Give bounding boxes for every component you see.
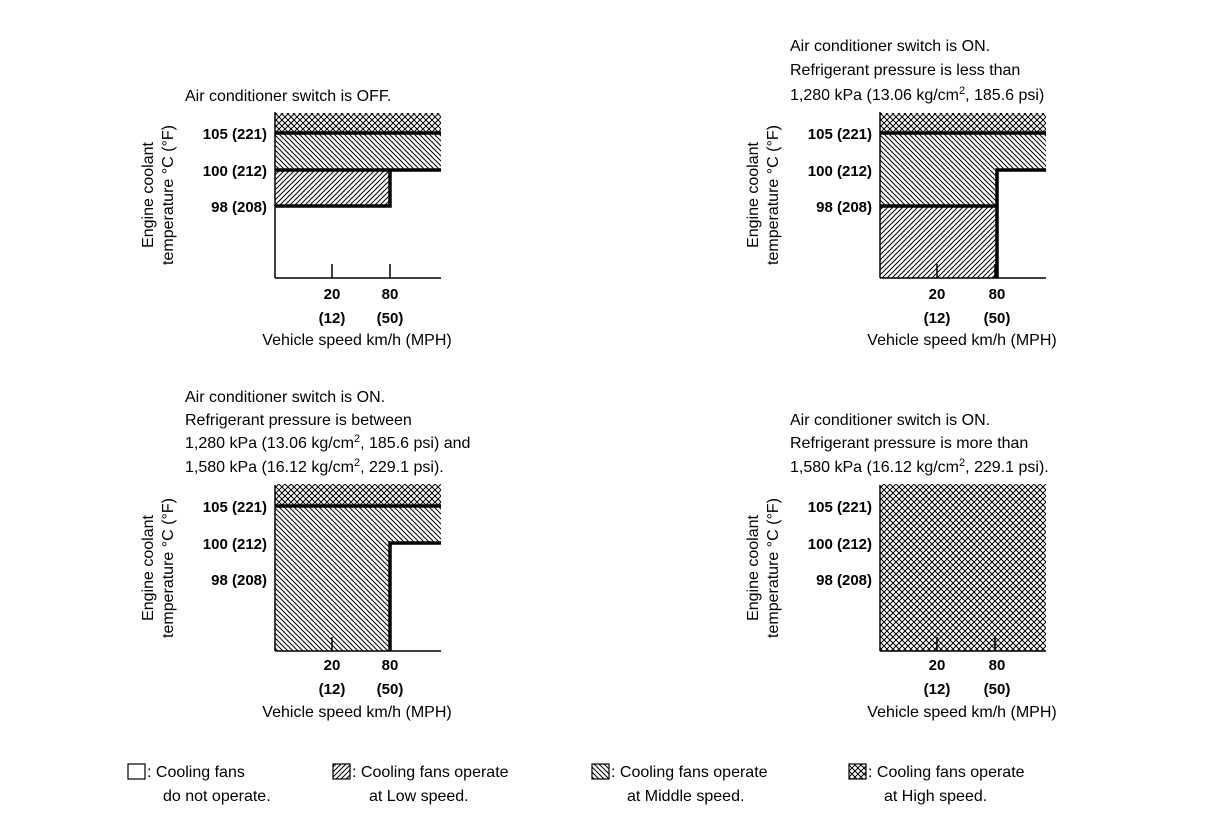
chart-title: Air conditioner switch is ON.: [790, 38, 990, 55]
y-tick: 100 (212): [808, 536, 872, 553]
y-axis-label: Engine coolant: [745, 142, 762, 248]
chart-title: Refrigerant pressure is more than: [790, 435, 1028, 452]
legend-swatch-middle: [591, 763, 610, 780]
legend-text: : Cooling fans operate: [352, 764, 509, 781]
y-tick: 105 (221): [808, 126, 872, 143]
y-axis-label: temperature °C (°F): [765, 125, 782, 265]
y-axis-label: temperature °C (°F): [160, 498, 177, 638]
chart-ac-on-mid-pressure: Air conditioner switch is ON. Refrigeran…: [140, 389, 470, 721]
region-low: [880, 206, 997, 278]
region-low: [275, 170, 390, 206]
chart-ac-on-high-pressure: Air conditioner switch is ON. Refrigeran…: [745, 412, 1057, 721]
y-axis-label: temperature °C (°F): [160, 125, 177, 265]
legend-text: do not operate.: [163, 788, 271, 805]
axis-labels: Engine coolant temperature °C (°F) 105 (…: [745, 498, 1057, 721]
legend-item-middle: : Cooling fans operate at Middle speed.: [591, 763, 768, 805]
x-tick-mph: (50): [377, 310, 404, 327]
x-tick-mph: (12): [924, 310, 951, 327]
region-middle: [275, 133, 441, 170]
x-tick: 20: [929, 657, 946, 674]
chart-title: Refrigerant pressure is between: [185, 412, 412, 429]
y-tick: 105 (221): [203, 126, 267, 143]
region-middle: [275, 506, 441, 543]
region-middle: [880, 170, 997, 206]
x-tick: 20: [324, 286, 341, 303]
x-tick-mph: (50): [377, 681, 404, 698]
chart-title: 1,280 kPa (13.06 kg/cm2, 185.6 psi) and: [185, 433, 470, 452]
y-axis-label: Engine coolant: [140, 515, 157, 621]
legend-swatch-none: [127, 763, 146, 780]
region-high: [275, 113, 441, 133]
x-tick: 80: [989, 657, 1006, 674]
x-axis-label: Vehicle speed km/h (MPH): [867, 332, 1056, 349]
axis-labels: Engine coolant temperature °C (°F) 105 (…: [140, 498, 452, 721]
y-tick: 105 (221): [808, 499, 872, 516]
legend-swatch-high: [848, 763, 867, 780]
y-tick: 100 (212): [808, 163, 872, 180]
x-tick-mph: (12): [319, 310, 346, 327]
chart-title: Air conditioner switch is ON.: [185, 389, 385, 406]
y-axis-label: Engine coolant: [140, 142, 157, 248]
legend-text: at Middle speed.: [627, 788, 744, 805]
legend-item-off: : Cooling fans do not operate.: [127, 763, 271, 805]
y-tick: 100 (212): [203, 163, 267, 180]
chart-ac-off: Air conditioner switch is OFF. Engine co…: [140, 88, 452, 349]
chart-title: 1,580 kPa (16.12 kg/cm2, 229.1 psi).: [185, 457, 444, 476]
x-tick-mph: (50): [984, 310, 1011, 327]
region-high: [275, 484, 441, 506]
x-axis-label: Vehicle speed km/h (MPH): [262, 332, 451, 349]
chart-title: 1,580 kPa (16.12 kg/cm2, 229.1 psi).: [790, 457, 1049, 476]
legend: : Cooling fans do not operate. : Cooling…: [127, 763, 1025, 805]
chart-title: 1,280 kPa (13.06 kg/cm2, 185.6 psi): [790, 85, 1044, 104]
legend-text: : Cooling fans operate: [611, 764, 768, 781]
x-tick-mph: (12): [319, 681, 346, 698]
axis-labels: Engine coolant temperature °C (°F) 105 (…: [745, 125, 1057, 349]
region-middle: [880, 133, 1046, 170]
x-tick: 20: [324, 657, 341, 674]
chart-title: Air conditioner switch is ON.: [790, 412, 990, 429]
x-tick: 80: [989, 286, 1006, 303]
y-tick: 105 (221): [203, 499, 267, 516]
axis-labels: Engine coolant temperature °C (°F) 105 (…: [140, 125, 452, 349]
y-tick: 100 (212): [203, 536, 267, 553]
legend-text: : Cooling fans: [147, 764, 245, 781]
y-tick: 98 (208): [816, 572, 872, 589]
legend-item-high: : Cooling fans operate at High speed.: [848, 763, 1025, 805]
x-axis-label: Vehicle speed km/h (MPH): [262, 704, 451, 721]
y-tick: 98 (208): [211, 199, 267, 216]
legend-text: : Cooling fans operate: [868, 764, 1025, 781]
x-tick: 20: [929, 286, 946, 303]
y-tick: 98 (208): [816, 199, 872, 216]
chart-title: Refrigerant pressure is less than: [790, 62, 1020, 79]
y-axis-label: temperature °C (°F): [765, 498, 782, 638]
x-tick: 80: [382, 657, 399, 674]
region-middle: [275, 543, 390, 651]
region-high: [880, 113, 1046, 133]
y-axis-label: Engine coolant: [745, 515, 762, 621]
x-tick-mph: (50): [984, 681, 1011, 698]
legend-text: at High speed.: [884, 788, 987, 805]
x-tick: 80: [382, 286, 399, 303]
chart-title: Air conditioner switch is OFF.: [185, 88, 391, 105]
x-axis-label: Vehicle speed km/h (MPH): [867, 704, 1056, 721]
legend-text: at Low speed.: [369, 788, 469, 805]
region-high: [880, 484, 1046, 651]
x-tick-mph: (12): [924, 681, 951, 698]
chart-ac-on-low-pressure: Air conditioner switch is ON. Refrigeran…: [745, 38, 1057, 349]
y-tick: 98 (208): [211, 572, 267, 589]
legend-swatch-low: [332, 763, 351, 780]
legend-item-low: : Cooling fans operate at Low speed.: [332, 763, 509, 805]
